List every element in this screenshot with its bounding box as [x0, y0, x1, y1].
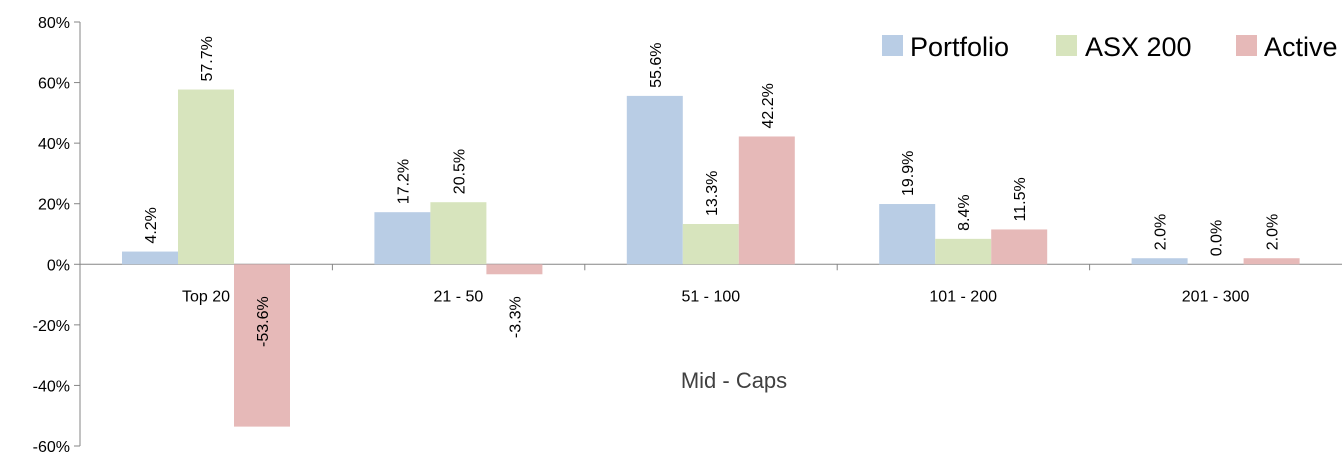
y-tick-label: 0% [47, 257, 70, 274]
data-label: 2.0% [1153, 214, 1170, 250]
legend-swatch-asx-200 [1056, 35, 1077, 56]
data-label: 4.2% [143, 207, 160, 243]
data-label: 17.2% [395, 159, 412, 204]
bar-asx-200 [682, 224, 739, 265]
bar-portfolio [374, 212, 431, 265]
data-label: 19.9% [900, 151, 917, 196]
bar-portfolio [122, 251, 178, 265]
y-tick-label: 40% [38, 136, 70, 153]
bar-asx-200 [935, 238, 992, 265]
data-label: 20.5% [451, 149, 468, 194]
bar-active [1243, 258, 1300, 265]
y-tick-label: 60% [38, 76, 70, 93]
y-tick-label: -20% [33, 318, 70, 335]
bar-active [486, 264, 543, 275]
data-label: 2.0% [1265, 214, 1282, 250]
x-tick-label: 51 - 100 [681, 288, 740, 305]
legend: Portfolio ASX 200 Active [882, 32, 1338, 62]
data-label: 42.2% [760, 83, 777, 128]
legend-swatch-active [1236, 35, 1257, 56]
legend-label-active: Active [1264, 32, 1338, 62]
legend-label-asx-200: ASX 200 [1085, 32, 1192, 62]
bar-active [991, 229, 1048, 265]
bar-active [234, 264, 290, 427]
data-label: 55.6% [648, 43, 665, 88]
data-label: 8.4% [956, 194, 973, 230]
x-tick-label: 21 - 50 [433, 288, 483, 305]
bar-portfolio [879, 204, 936, 265]
y-tick-label: 20% [38, 197, 70, 214]
data-labels: 4.2% 17.2% 55.6% 19.9% 2.0% 57.7% 20.5% 13.3% 8.… [143, 36, 1282, 347]
data-label: 11.5% [1012, 177, 1029, 221]
data-label: -53.6% [255, 296, 272, 347]
y-tick-label: 80% [38, 15, 70, 32]
data-label: 0.0% [1209, 220, 1226, 256]
bar-portfolio [1131, 258, 1188, 265]
bar-asx-200 [178, 89, 234, 265]
chart-annotation: Mid - Caps [681, 368, 787, 393]
bar-portfolio [626, 95, 683, 265]
x-tick-label: Top 20 [182, 288, 230, 305]
bars [122, 89, 1300, 427]
bar-asx-200 [430, 202, 487, 265]
y-tick-label: -60% [33, 439, 70, 452]
data-label: 13.3% [704, 171, 721, 216]
x-tick-label: 201 - 300 [1182, 288, 1250, 305]
data-label: -3.3% [507, 296, 524, 338]
y-tick-label: -40% [33, 378, 70, 395]
legend-label-portfolio: Portfolio [910, 32, 1009, 62]
data-label: 57.7% [199, 36, 216, 81]
bar-active [738, 136, 795, 265]
legend-swatch-portfolio [882, 35, 903, 56]
x-tick-label: 101 - 200 [929, 288, 997, 305]
